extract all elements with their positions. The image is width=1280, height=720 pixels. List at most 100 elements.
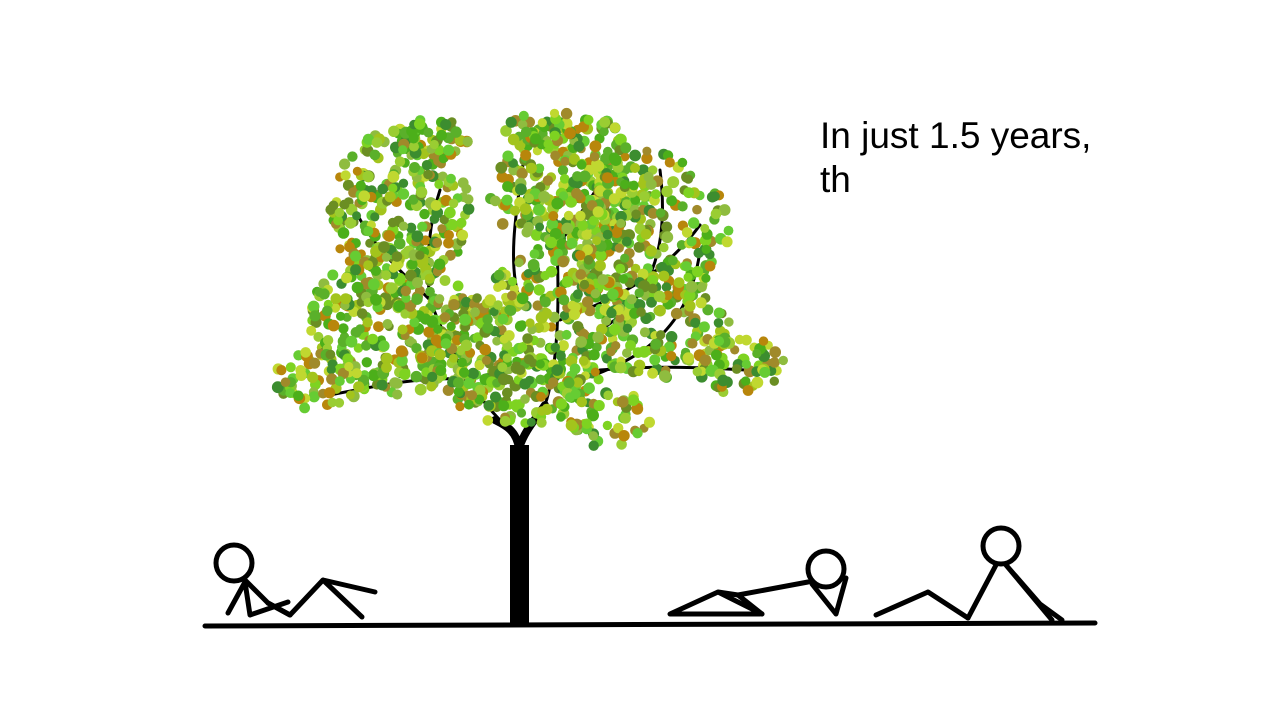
leaf-dot bbox=[647, 283, 658, 294]
leaf-dot bbox=[410, 370, 423, 383]
leaf-dot bbox=[673, 277, 685, 288]
leaf-dot bbox=[677, 157, 688, 168]
leaf-dot bbox=[661, 231, 674, 244]
leaf-dot bbox=[622, 348, 632, 358]
leaf-dot bbox=[507, 133, 520, 146]
leaf-dot bbox=[522, 333, 533, 344]
leaf-dot bbox=[676, 240, 687, 250]
leaf-dot bbox=[462, 136, 473, 147]
leaf-dot bbox=[692, 367, 702, 377]
leaf-dot bbox=[615, 263, 626, 274]
middle-lying-person bbox=[667, 548, 849, 617]
leaf-dot bbox=[271, 381, 284, 394]
leaf-dot bbox=[607, 288, 619, 300]
leaf-dot bbox=[549, 228, 562, 240]
leaf-dot bbox=[606, 347, 616, 357]
leaf-dot bbox=[650, 338, 662, 350]
leaf-dot bbox=[582, 296, 594, 308]
leaf-dot bbox=[550, 150, 561, 161]
leaf-dot bbox=[370, 265, 381, 276]
leaf-dot bbox=[490, 391, 501, 403]
leaf-dot bbox=[405, 222, 417, 233]
leaf-dot bbox=[500, 125, 512, 137]
leaf-dot bbox=[575, 210, 586, 222]
leaf-dot bbox=[358, 190, 371, 202]
caption-line-2: th bbox=[820, 159, 851, 200]
leaf-dot bbox=[502, 181, 513, 192]
leaf-dot bbox=[579, 279, 590, 290]
leaf-dot bbox=[324, 387, 336, 399]
leaf-dot bbox=[537, 406, 547, 416]
leaf-dot bbox=[597, 274, 609, 286]
leaf-dot bbox=[619, 412, 631, 424]
leaf-dot bbox=[484, 294, 497, 306]
leaf-dot bbox=[758, 336, 769, 346]
leaf-dot bbox=[367, 333, 379, 345]
leaf-dot bbox=[603, 146, 613, 157]
leaf-dot bbox=[572, 321, 584, 333]
leaf-dot bbox=[636, 307, 646, 317]
leaf-dot bbox=[424, 273, 435, 284]
leaf-dot bbox=[426, 381, 437, 392]
leaf-dot bbox=[336, 311, 346, 321]
leaf-dot bbox=[551, 197, 564, 210]
leaf-dot bbox=[363, 260, 374, 271]
leaf-dot bbox=[568, 153, 580, 165]
leaf-dot bbox=[778, 355, 788, 366]
leaf-dot bbox=[426, 315, 439, 328]
leaf-dot bbox=[599, 116, 611, 128]
leaf-dot bbox=[659, 242, 669, 253]
leaf-dot bbox=[602, 229, 613, 240]
leaf-dot bbox=[505, 116, 517, 128]
leaf-dot bbox=[697, 282, 707, 293]
leaf-dot bbox=[584, 305, 596, 317]
leaf-dot bbox=[645, 245, 657, 257]
leaf-dot bbox=[687, 338, 698, 349]
leaf-dot bbox=[423, 326, 435, 338]
leaf-dot bbox=[309, 310, 321, 322]
leaf-dot bbox=[423, 169, 433, 180]
leaf-dot bbox=[588, 431, 599, 441]
leaf-dot bbox=[683, 174, 693, 184]
leaf-dot bbox=[575, 269, 587, 280]
leaf-dot bbox=[569, 363, 581, 375]
leaf-dot bbox=[352, 211, 362, 221]
leaf-dot bbox=[411, 230, 424, 243]
leaf-dot bbox=[430, 334, 443, 346]
leaf-dot bbox=[444, 230, 454, 240]
leaf-dot bbox=[396, 355, 408, 367]
leaf-dot bbox=[498, 400, 510, 412]
leaf-dot bbox=[333, 215, 343, 226]
leaf-dot bbox=[524, 354, 535, 365]
leaf-dot bbox=[398, 178, 409, 188]
leaf-dot bbox=[535, 359, 545, 369]
leaf-dot bbox=[769, 376, 779, 386]
leaf-dot bbox=[377, 183, 389, 195]
leaf-dot bbox=[490, 195, 501, 207]
leaf-dot bbox=[457, 357, 467, 368]
leaf-dot bbox=[448, 299, 460, 311]
leaf-dot bbox=[710, 208, 722, 220]
leaf-dot bbox=[383, 230, 396, 242]
leaf-dot bbox=[381, 362, 392, 373]
leaf-dot bbox=[721, 236, 733, 248]
leaf-dot bbox=[362, 317, 373, 328]
leaf-dot bbox=[517, 342, 528, 353]
leaf-dot bbox=[682, 352, 694, 364]
leaf-dot bbox=[327, 269, 339, 281]
leaf-dot bbox=[400, 285, 411, 297]
leaf-dot bbox=[350, 264, 362, 276]
leaf-dot bbox=[497, 362, 508, 373]
leaf-dot bbox=[543, 139, 553, 149]
leaf-dot bbox=[285, 362, 296, 373]
leaf-dot bbox=[344, 361, 354, 372]
leaf-dot bbox=[709, 191, 720, 202]
leaf-dot bbox=[589, 140, 602, 153]
leaf-dot bbox=[493, 282, 503, 292]
leaf-dot bbox=[378, 241, 390, 253]
leaf-dot bbox=[370, 293, 382, 306]
leaf-dot bbox=[392, 378, 403, 389]
leaf-dot bbox=[618, 274, 629, 284]
leaf-dot bbox=[592, 236, 602, 246]
leaf-dot bbox=[439, 214, 449, 225]
